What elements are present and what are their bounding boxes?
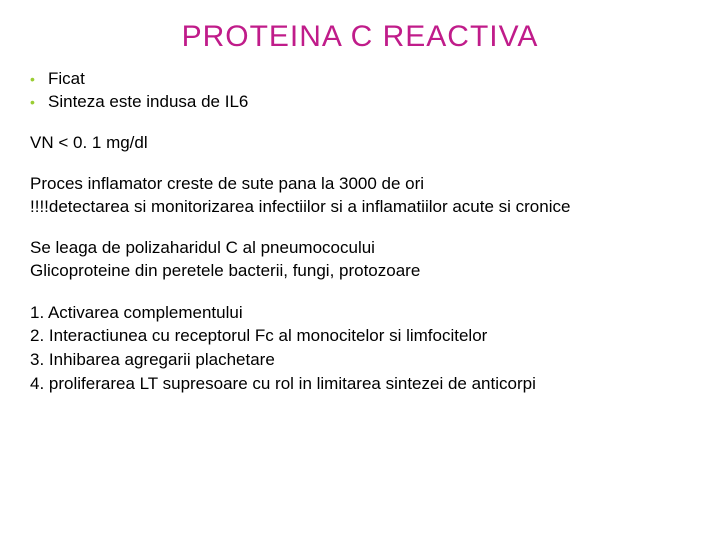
vn-line: VN < 0. 1 mg/dl bbox=[30, 132, 690, 155]
bullet-list: • Ficat • Sinteza este indusa de IL6 bbox=[30, 68, 690, 114]
num-text: proliferarea LT supresoare cu rol in lim… bbox=[49, 374, 536, 393]
bullet-icon: • bbox=[30, 70, 35, 89]
numbered-item: 4. proliferarea LT supresoare cu rol in … bbox=[30, 372, 690, 396]
inflam-line-1: Proces inflamator creste de sute pana la… bbox=[30, 173, 690, 196]
bullet-item: • Ficat bbox=[30, 68, 690, 91]
inflam-paragraph: Proces inflamator creste de sute pana la… bbox=[30, 173, 690, 219]
num-text: Interactiunea cu receptorul Fc al monoci… bbox=[49, 326, 487, 345]
numbered-list: 1. Activarea complementului 2. Interacti… bbox=[30, 301, 690, 396]
numbered-item: 2. Interactiunea cu receptorul Fc al mon… bbox=[30, 324, 690, 348]
numbered-item: 1. Activarea complementului bbox=[30, 301, 690, 325]
binding-line-2: Glicoproteine din peretele bacterii, fun… bbox=[30, 260, 690, 283]
num-label: 1. bbox=[30, 303, 48, 322]
slide-title: PROTEINA C REACTIVA bbox=[30, 20, 690, 54]
inflam-line-2: !!!!detectarea si monitorizarea infectii… bbox=[30, 196, 690, 219]
bullet-item: • Sinteza este indusa de IL6 bbox=[30, 91, 690, 114]
numbered-item: 3. Inhibarea agregarii plachetare bbox=[30, 348, 690, 372]
binding-line-1: Se leaga de polizaharidul C al pneumococ… bbox=[30, 237, 690, 260]
num-label: 3. bbox=[30, 350, 49, 369]
bullet-text: Ficat bbox=[48, 69, 85, 88]
bullet-icon: • bbox=[30, 93, 35, 112]
num-text: Activarea complementului bbox=[48, 303, 243, 322]
binding-paragraph: Se leaga de polizaharidul C al pneumococ… bbox=[30, 237, 690, 283]
num-label: 4. bbox=[30, 374, 49, 393]
bullet-text: Sinteza este indusa de IL6 bbox=[48, 92, 248, 111]
num-label: 2. bbox=[30, 326, 49, 345]
num-text: Inhibarea agregarii plachetare bbox=[49, 350, 275, 369]
